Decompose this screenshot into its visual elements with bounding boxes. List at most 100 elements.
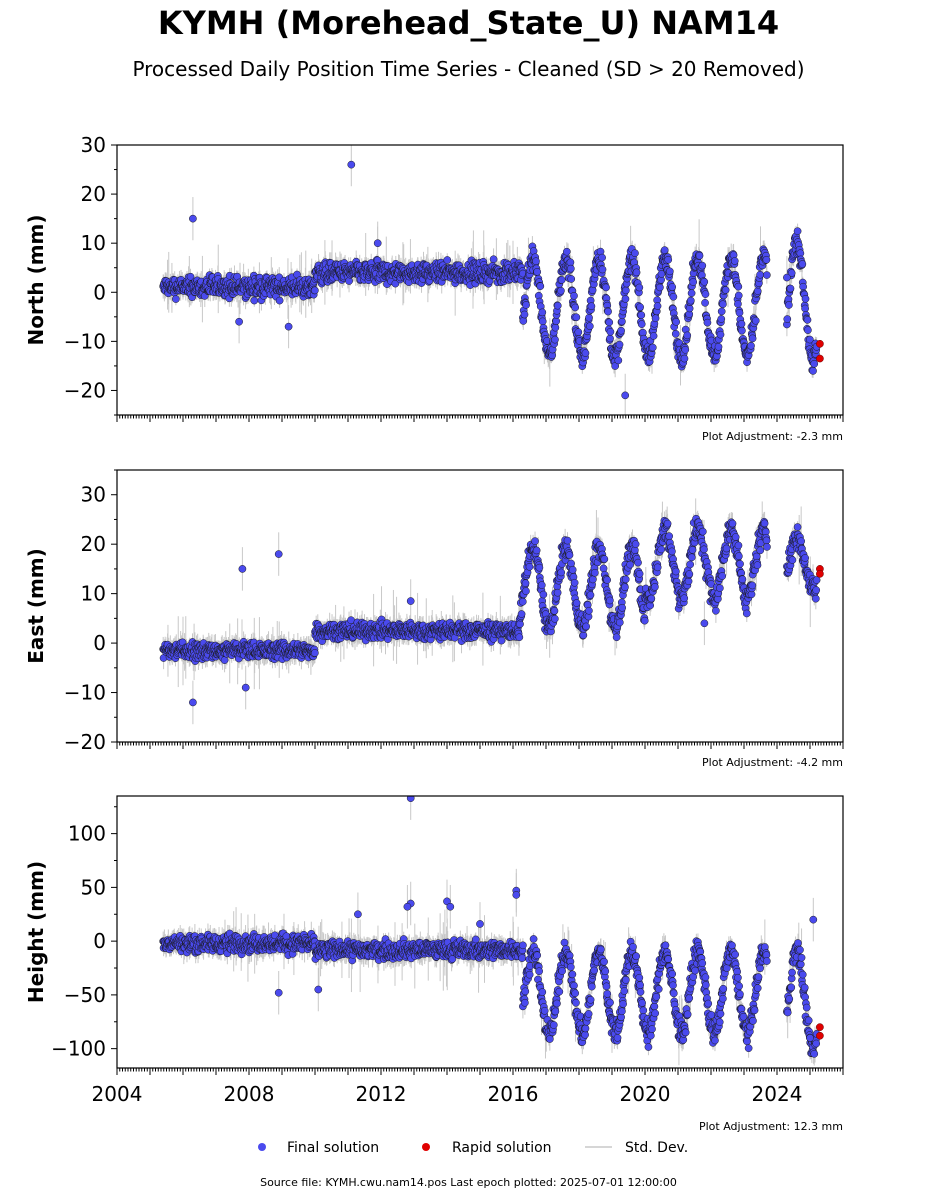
north-final-point (621, 391, 630, 400)
north-final-point (536, 282, 545, 291)
north-final-point (656, 283, 664, 292)
north-final-point (698, 261, 707, 270)
north-final-point (756, 270, 764, 279)
north-final-point (783, 315, 792, 323)
north-final-point (753, 287, 762, 295)
north-final-point (651, 314, 660, 323)
north-final-point (637, 320, 646, 328)
north-final-point (275, 296, 284, 305)
north-final-point (602, 283, 610, 292)
north-final-point (574, 328, 583, 336)
north-final-point (799, 282, 807, 291)
north-final-point (701, 290, 710, 298)
north-y-axis-label: North (mm) (24, 214, 48, 345)
north-final-point (686, 296, 695, 305)
north-rapid-point (816, 354, 824, 363)
north-final-point (570, 291, 578, 300)
north-plot-adjustment: Plot Adjustment: -2.3 mm (702, 430, 843, 443)
north-final-point (551, 323, 560, 332)
north-final-point (250, 296, 259, 305)
north-final-point (717, 315, 726, 323)
north-final-point (700, 278, 709, 286)
north-final-point (614, 356, 623, 365)
north-final-point (189, 214, 197, 223)
north-final-point (622, 286, 630, 295)
north-final-point (566, 264, 575, 273)
north-final-point (685, 304, 694, 313)
north-final-point (747, 341, 755, 350)
north-final-point (284, 322, 293, 331)
north-final-point (668, 283, 677, 291)
north-final-point (806, 335, 814, 344)
north-final-point (606, 334, 614, 343)
north-final-point (703, 318, 712, 327)
north-final-point (687, 289, 696, 298)
north-final-point (683, 331, 692, 340)
north-y-tick-label: 20 (81, 182, 106, 206)
north-y-tick-label: 0 (93, 280, 106, 304)
north-final-point (615, 340, 624, 349)
north-y-tick-label: −20 (64, 378, 106, 402)
north-final-point (553, 301, 562, 310)
north-final-point (748, 334, 757, 343)
north-final-point (572, 313, 581, 322)
north-final-point (695, 251, 704, 260)
north-final-point (172, 295, 180, 303)
north-final-point (631, 249, 639, 258)
north-final-point (660, 246, 669, 254)
north-final-point (581, 349, 590, 357)
north-final-point (737, 320, 746, 328)
north-final-point (803, 316, 812, 324)
north-final-point (664, 255, 673, 264)
north-final-point (235, 317, 243, 326)
north-y-tick-label: 10 (81, 231, 106, 255)
north-final-point (621, 295, 630, 303)
north-final-point (734, 291, 743, 300)
north-final-point (735, 308, 744, 317)
north-final-point (489, 255, 498, 264)
north-final-point (810, 359, 819, 368)
north-final-point (681, 345, 690, 354)
north-final-point (311, 286, 319, 295)
north-final-point (563, 247, 571, 256)
north-final-point (571, 303, 580, 312)
north-final-point (635, 283, 644, 292)
north-final-point (636, 303, 644, 311)
north-final-point (532, 257, 540, 266)
north-y-tick-label: −10 (64, 329, 106, 353)
north-final-point (598, 253, 606, 262)
north-final-point (533, 267, 542, 276)
north-final-point (186, 272, 195, 281)
north-final-point (801, 304, 809, 313)
north-final-point (585, 322, 594, 331)
north-final-point (721, 286, 730, 294)
chart-title: KYMH (Morehead_State_U) NAM14 (157, 4, 780, 42)
north-final-point (653, 302, 662, 310)
north-final-point (801, 294, 810, 303)
north-final-point (714, 342, 723, 351)
north-final-point (519, 317, 528, 325)
north-final-point (557, 276, 566, 284)
north-final-point (751, 316, 760, 325)
north-final-point (373, 239, 382, 248)
north-final-point (587, 302, 596, 311)
north-final-point (347, 160, 356, 169)
north-final-point (567, 275, 576, 283)
north-final-point (606, 327, 615, 336)
north-final-point (669, 292, 678, 301)
north-final-point (443, 256, 452, 264)
north-final-point (538, 317, 547, 326)
north-final-point (671, 329, 680, 338)
north-final-point (585, 313, 593, 322)
north-final-point (804, 326, 812, 334)
north-final-point (701, 298, 709, 307)
north-final-point (798, 260, 807, 268)
north-final-point (665, 267, 674, 276)
north-final-point (649, 332, 658, 340)
north-final-point (734, 282, 743, 291)
north-final-point (785, 301, 793, 309)
north-final-point (783, 273, 791, 282)
north-final-point (557, 286, 565, 295)
